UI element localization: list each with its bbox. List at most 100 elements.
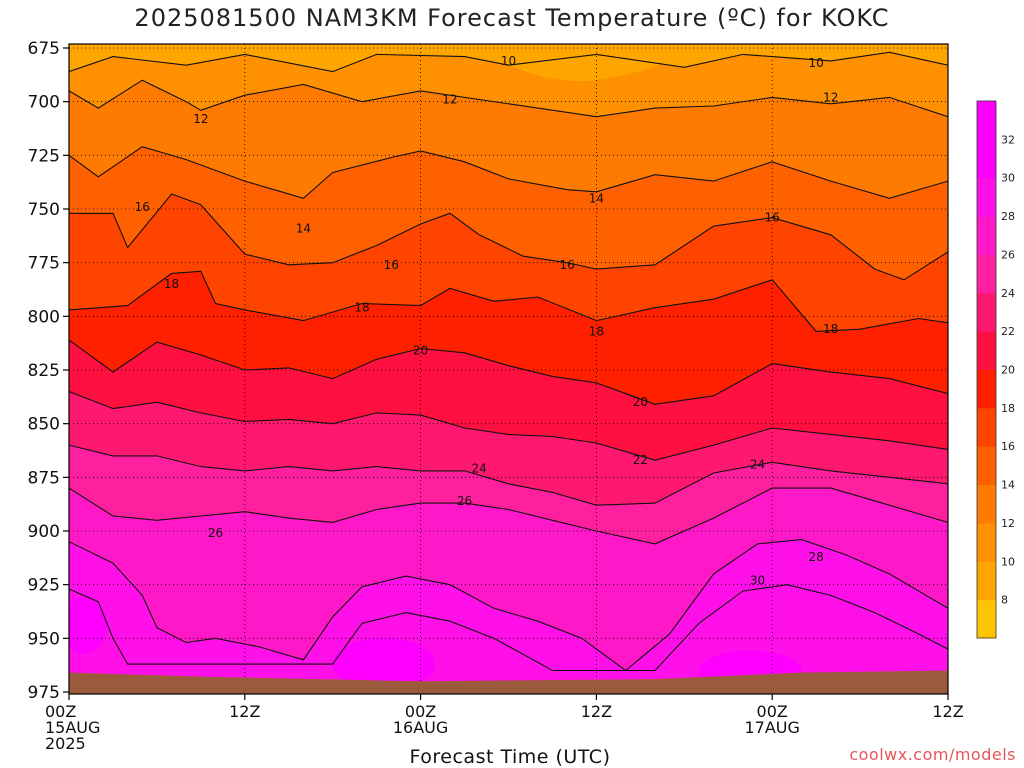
contour-label-18: 18 bbox=[354, 301, 369, 315]
x-tick-label-60-0: 12Z bbox=[932, 702, 963, 721]
colorbar-label-24: 24 bbox=[1001, 287, 1015, 300]
contour-label-22: 22 bbox=[633, 453, 648, 467]
contour-label-26: 26 bbox=[457, 494, 472, 508]
colorbar-label-16: 16 bbox=[1001, 440, 1015, 453]
contour-label-20: 20 bbox=[633, 395, 648, 409]
y-tick-label-775: 775 bbox=[28, 254, 60, 274]
contour-line-16 bbox=[69, 193, 948, 281]
contour-label-26: 26 bbox=[208, 526, 223, 540]
contour-line-10 bbox=[69, 51, 948, 73]
contour-labels: 10 10 12 12 12 14 14 16 16 16 16 18 18 18 18 20 20 22 24 24… bbox=[135, 54, 839, 587]
colorbar-segment bbox=[977, 407, 996, 447]
colorbar-segment bbox=[977, 446, 996, 486]
contour-label-16: 16 bbox=[384, 258, 399, 272]
credit-link[interactable]: coolwx.com/models bbox=[849, 745, 1016, 764]
contour-line-26 bbox=[69, 487, 948, 545]
contour-lines bbox=[69, 51, 948, 672]
y-tick-label-675: 675 bbox=[28, 39, 60, 59]
y-tick-label-925: 925 bbox=[28, 576, 60, 596]
y-tick-label-800: 800 bbox=[28, 307, 60, 327]
x-tick-label-24-1: 16AUG bbox=[393, 718, 448, 737]
ground-fill bbox=[69, 670, 948, 694]
y-tick-label-750: 750 bbox=[28, 200, 60, 220]
x-tick-label-12-0: 12Z bbox=[229, 702, 260, 721]
contour-line-30 bbox=[69, 584, 948, 672]
contour-line-22 bbox=[69, 390, 948, 461]
contour-label-20: 20 bbox=[413, 344, 428, 358]
contour-label-18: 18 bbox=[823, 322, 838, 336]
contour-label-24: 24 bbox=[750, 457, 765, 471]
contour-label-12: 12 bbox=[823, 90, 838, 104]
y-axis: 675 700 725 750 775 800 825 850 875 900 925 950 975 bbox=[28, 39, 69, 703]
colorbar-label-32: 32 bbox=[1001, 133, 1015, 146]
y-tick-label-825: 825 bbox=[28, 361, 60, 381]
contour-label-18: 18 bbox=[164, 277, 179, 291]
contour-label-14: 14 bbox=[589, 191, 604, 205]
plot-frame bbox=[68, 43, 949, 695]
colorbar-label-12: 12 bbox=[1001, 517, 1015, 530]
contour-label-14: 14 bbox=[296, 221, 311, 235]
y-tick-label-850: 850 bbox=[28, 415, 60, 435]
y-tick-label-950: 950 bbox=[28, 629, 60, 649]
colorbar-label-18: 18 bbox=[1001, 402, 1015, 415]
colorbar-segment bbox=[977, 177, 996, 217]
grid-lines bbox=[69, 44, 948, 694]
contour-line-28 bbox=[69, 539, 948, 672]
x-tick-label-48-1: 17AUG bbox=[744, 718, 799, 737]
fill-band-cold-pocket bbox=[479, 48, 699, 82]
contour-label-12: 12 bbox=[442, 93, 457, 107]
colorbar-segment bbox=[977, 216, 996, 255]
x-tick-label-0-0: 00Z bbox=[45, 702, 76, 721]
colorbar-segment bbox=[977, 101, 996, 140]
y-tick-label-725: 725 bbox=[28, 146, 60, 166]
contour-label-10: 10 bbox=[501, 54, 516, 68]
x-tick-label-0-2: 2025 bbox=[45, 734, 86, 753]
colorbar-label-26: 26 bbox=[1001, 248, 1015, 261]
contour-line-24 bbox=[69, 444, 948, 506]
colorbar-segment bbox=[977, 561, 996, 601]
contour-label-28: 28 bbox=[809, 550, 824, 564]
x-tick-label-0-1: 15AUG bbox=[45, 718, 100, 737]
y-tick-label-975: 975 bbox=[28, 683, 60, 703]
colorbar-segment bbox=[977, 599, 996, 639]
colorbar-segment bbox=[977, 331, 996, 370]
contour-fills bbox=[69, 44, 948, 694]
y-tick-label-700: 700 bbox=[28, 93, 60, 113]
fill-band-hot-0 bbox=[332, 638, 436, 691]
colorbar-frame bbox=[976, 100, 997, 639]
colorbar: 8 10 12 14 16 18 20 22 24 26 28 30 32 bbox=[976, 100, 1015, 639]
colorbar-segment bbox=[977, 522, 996, 562]
colorbar-segment bbox=[977, 292, 996, 332]
colorbar-label-20: 20 bbox=[1001, 364, 1015, 377]
fill-band-hot-2 bbox=[69, 597, 108, 654]
contour-line-12 bbox=[69, 79, 948, 118]
colorbar-label-14: 14 bbox=[1001, 479, 1015, 492]
y-tick-label-875: 875 bbox=[28, 468, 60, 488]
contour-label-18: 18 bbox=[589, 324, 604, 338]
colorbar-label-10: 10 bbox=[1001, 555, 1015, 568]
colorbar-label-22: 22 bbox=[1001, 325, 1015, 338]
colorbar-segment bbox=[977, 369, 996, 409]
colorbar-label-8: 8 bbox=[1001, 594, 1008, 607]
colorbar-segment bbox=[977, 254, 996, 294]
contour-line-20 bbox=[69, 339, 948, 405]
colorbar-label-28: 28 bbox=[1001, 210, 1015, 223]
contour-label-24: 24 bbox=[472, 462, 487, 476]
colorbar-segment bbox=[977, 484, 996, 524]
contour-label-12: 12 bbox=[193, 112, 208, 126]
colorbar-label-30: 30 bbox=[1001, 172, 1015, 185]
contour-label-30: 30 bbox=[750, 573, 765, 587]
contour-label-10: 10 bbox=[809, 56, 824, 70]
contour-line-14 bbox=[69, 146, 948, 199]
chart-title: 2025081500 NAM3KM Forecast Temperature (… bbox=[134, 4, 890, 32]
x-tick-label-48-0: 00Z bbox=[757, 702, 788, 721]
colorbar-segment bbox=[977, 139, 996, 179]
x-tick-label-24-0: 00Z bbox=[405, 702, 436, 721]
contour-label-16: 16 bbox=[765, 211, 780, 225]
contour-line-18 bbox=[69, 270, 948, 332]
x-axis-title: Forecast Time (UTC) bbox=[409, 746, 611, 768]
y-tick-label-900: 900 bbox=[28, 522, 60, 542]
x-tick-label-36-0: 12Z bbox=[581, 702, 612, 721]
